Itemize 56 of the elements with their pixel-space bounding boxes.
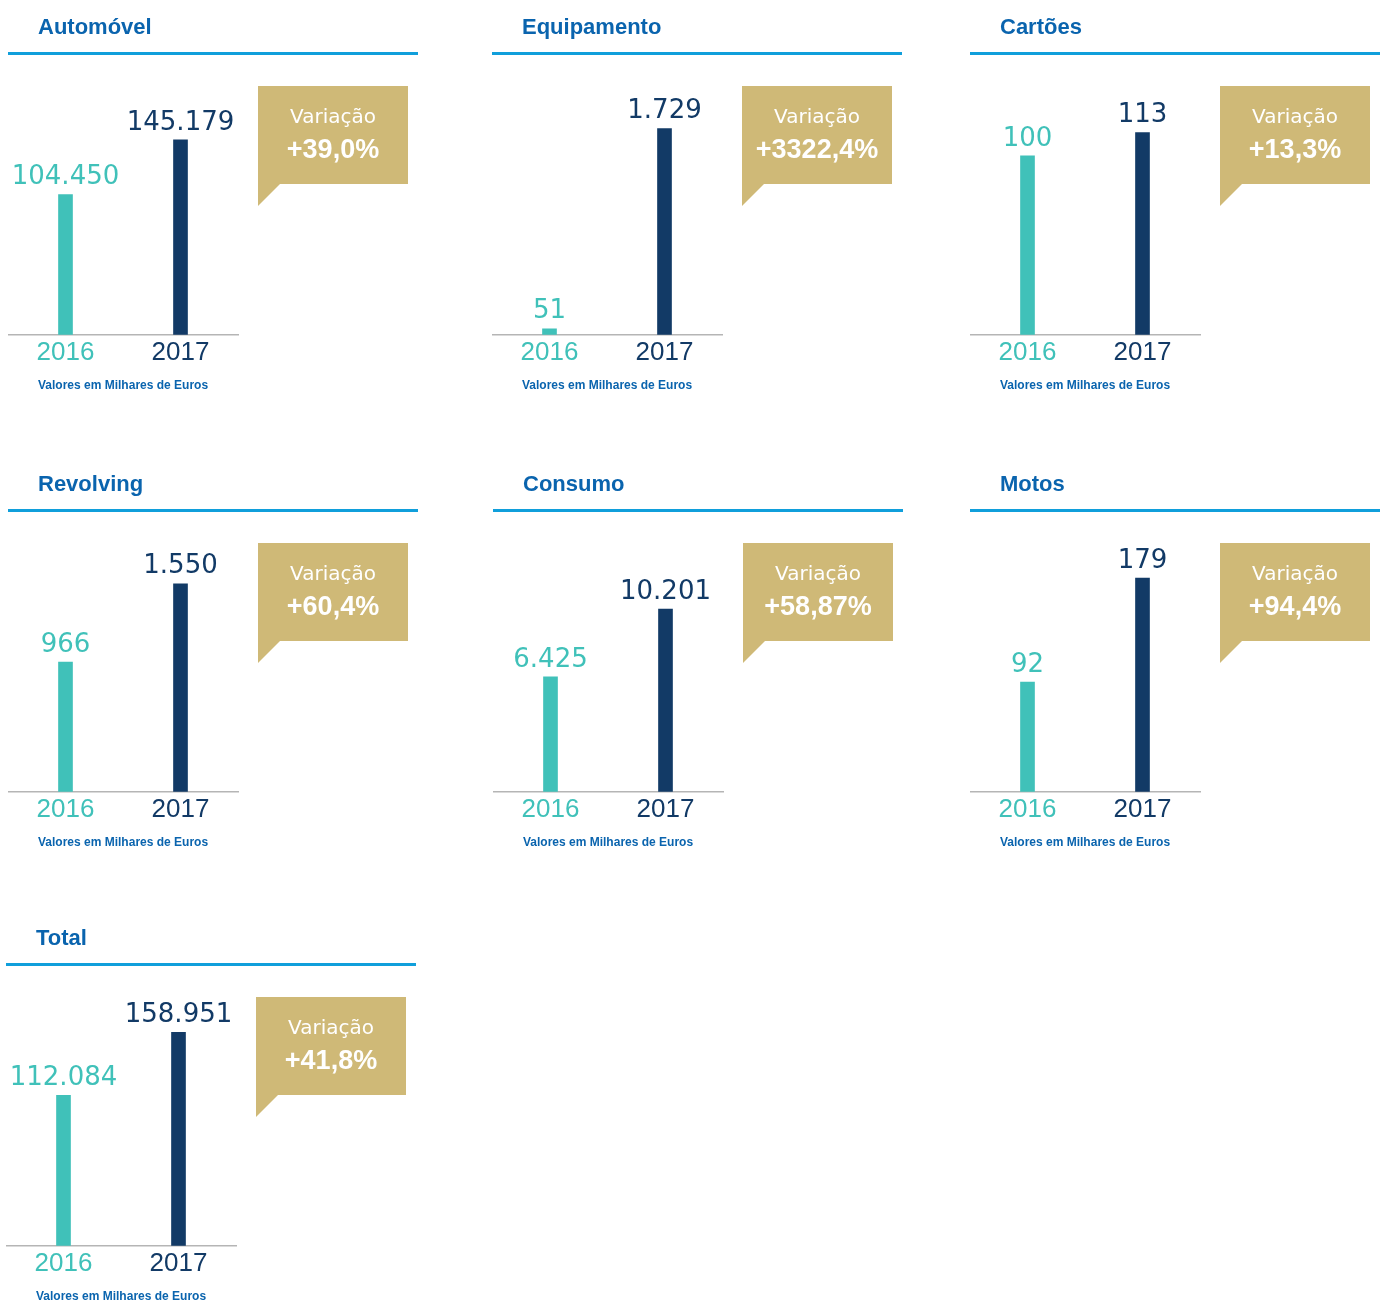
text: Variação: [289, 104, 377, 128]
x-tick-label: 2017: [149, 1246, 208, 1277]
data-label: 179: [1117, 543, 1168, 574]
text: Valores em Milhares de Euros: [522, 378, 693, 392]
text: Valores em Milhares de Euros: [1000, 835, 1171, 849]
text: Valores em Milhares de Euros: [38, 835, 209, 849]
text: +41,8%: [283, 1045, 379, 1076]
text: Variação: [1251, 561, 1339, 585]
data-label: 10.201: [620, 574, 711, 605]
chart-title: Cartões: [1000, 14, 1082, 40]
data-label: 966: [40, 627, 91, 658]
x-tick-label: 2016: [998, 792, 1057, 823]
data-label: 113: [1117, 98, 1168, 129]
text: Variação: [287, 1015, 375, 1039]
x-tick-label: 2017: [636, 792, 695, 823]
data-label: 51: [532, 294, 567, 325]
x-tick-label: 2017: [151, 335, 210, 366]
data-label: 100: [1002, 121, 1053, 152]
text: Valores em Milhares de Euros: [36, 1289, 207, 1303]
text: Variação: [773, 104, 861, 128]
x-tick-label: 2016: [36, 335, 95, 366]
chart-title: Equipamento: [522, 14, 662, 40]
x-tick-label: 2016: [520, 335, 579, 366]
x-tick-label: 2017: [635, 335, 694, 366]
x-tick-label: 2016: [521, 792, 580, 823]
text: Valores em Milhares de Euros: [38, 378, 209, 392]
data-label: 112.084: [9, 1061, 118, 1092]
text: +13,3%: [1247, 134, 1343, 165]
text: Variação: [289, 561, 377, 585]
text: Valores em Milhares de Euros: [1000, 378, 1171, 392]
data-label: 145.179: [126, 105, 235, 136]
x-tick-label: 2017: [1113, 335, 1172, 366]
chart-title: Total: [36, 925, 87, 951]
chart-title: Motos: [1000, 471, 1065, 497]
data-label: 158.951: [124, 998, 233, 1029]
text: Valores em Milhares de Euros: [523, 835, 694, 849]
data-label: 1.550: [143, 549, 218, 580]
chart-title: Consumo: [523, 471, 625, 497]
data-label: 104.450: [11, 160, 120, 191]
text: +39,0%: [285, 134, 381, 165]
x-tick-label: 2016: [998, 335, 1057, 366]
data-label: 1.729: [627, 94, 702, 125]
text: +94,4%: [1247, 591, 1343, 622]
x-tick-label: 2016: [36, 792, 95, 823]
x-tick-label: 2016: [34, 1246, 93, 1277]
text: +60,4%: [285, 591, 381, 622]
x-tick-label: 2017: [151, 792, 210, 823]
text: +58,87%: [763, 591, 873, 622]
text: Variação: [1251, 104, 1339, 128]
text: Variação: [774, 561, 862, 585]
x-tick-label: 2017: [1113, 792, 1172, 823]
data-label: 6.425: [513, 642, 588, 673]
data-label: 92: [1010, 647, 1045, 678]
text: +3322,4%: [754, 134, 880, 165]
chart-title: Automóvel: [38, 14, 152, 40]
chart-title: Revolving: [38, 471, 144, 497]
